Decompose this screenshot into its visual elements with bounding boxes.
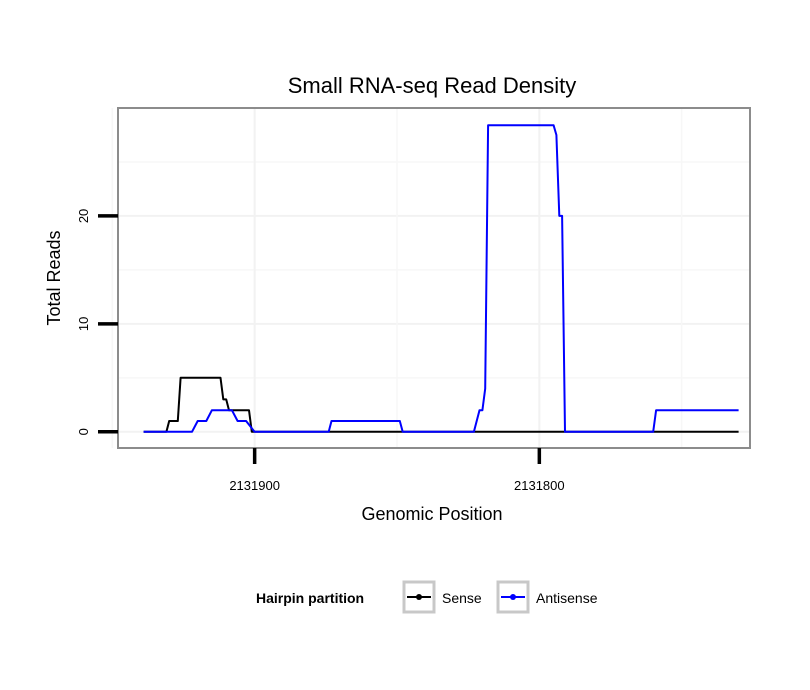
- series-line-antisense: [143, 124, 739, 433]
- series-line-sense: [143, 376, 739, 433]
- legend-title: Hairpin partition: [256, 590, 364, 606]
- legend-label-antisense: Antisense: [536, 590, 598, 606]
- y-axis-ticks: 0 10 20: [76, 209, 118, 435]
- y-tick-label: 20: [76, 209, 91, 223]
- x-axis-ticks: 2131900 2131800: [229, 448, 565, 493]
- legend-point-sense: [416, 594, 422, 600]
- series-layer: [143, 124, 739, 433]
- x-axis-title: Genomic Position: [361, 504, 502, 524]
- y-axis-title: Total Reads: [44, 230, 64, 325]
- x-tick-label: 2131900: [229, 478, 280, 493]
- legend-label-sense: Sense: [442, 590, 482, 606]
- y-tick-label: 0: [76, 428, 91, 435]
- legend-entry-antisense: Antisense: [496, 580, 598, 614]
- x-tick-label: 2131800: [514, 478, 565, 493]
- grid-lines: [111, 108, 750, 448]
- legend-point-antisense: [510, 594, 516, 600]
- y-tick-label: 10: [76, 317, 91, 331]
- legend: Hairpin partition Sense Antisense: [256, 580, 598, 614]
- plot-panel-border: [117, 107, 751, 449]
- chart-title: Small RNA-seq Read Density: [288, 73, 577, 98]
- legend-entry-sense: Sense: [402, 580, 482, 614]
